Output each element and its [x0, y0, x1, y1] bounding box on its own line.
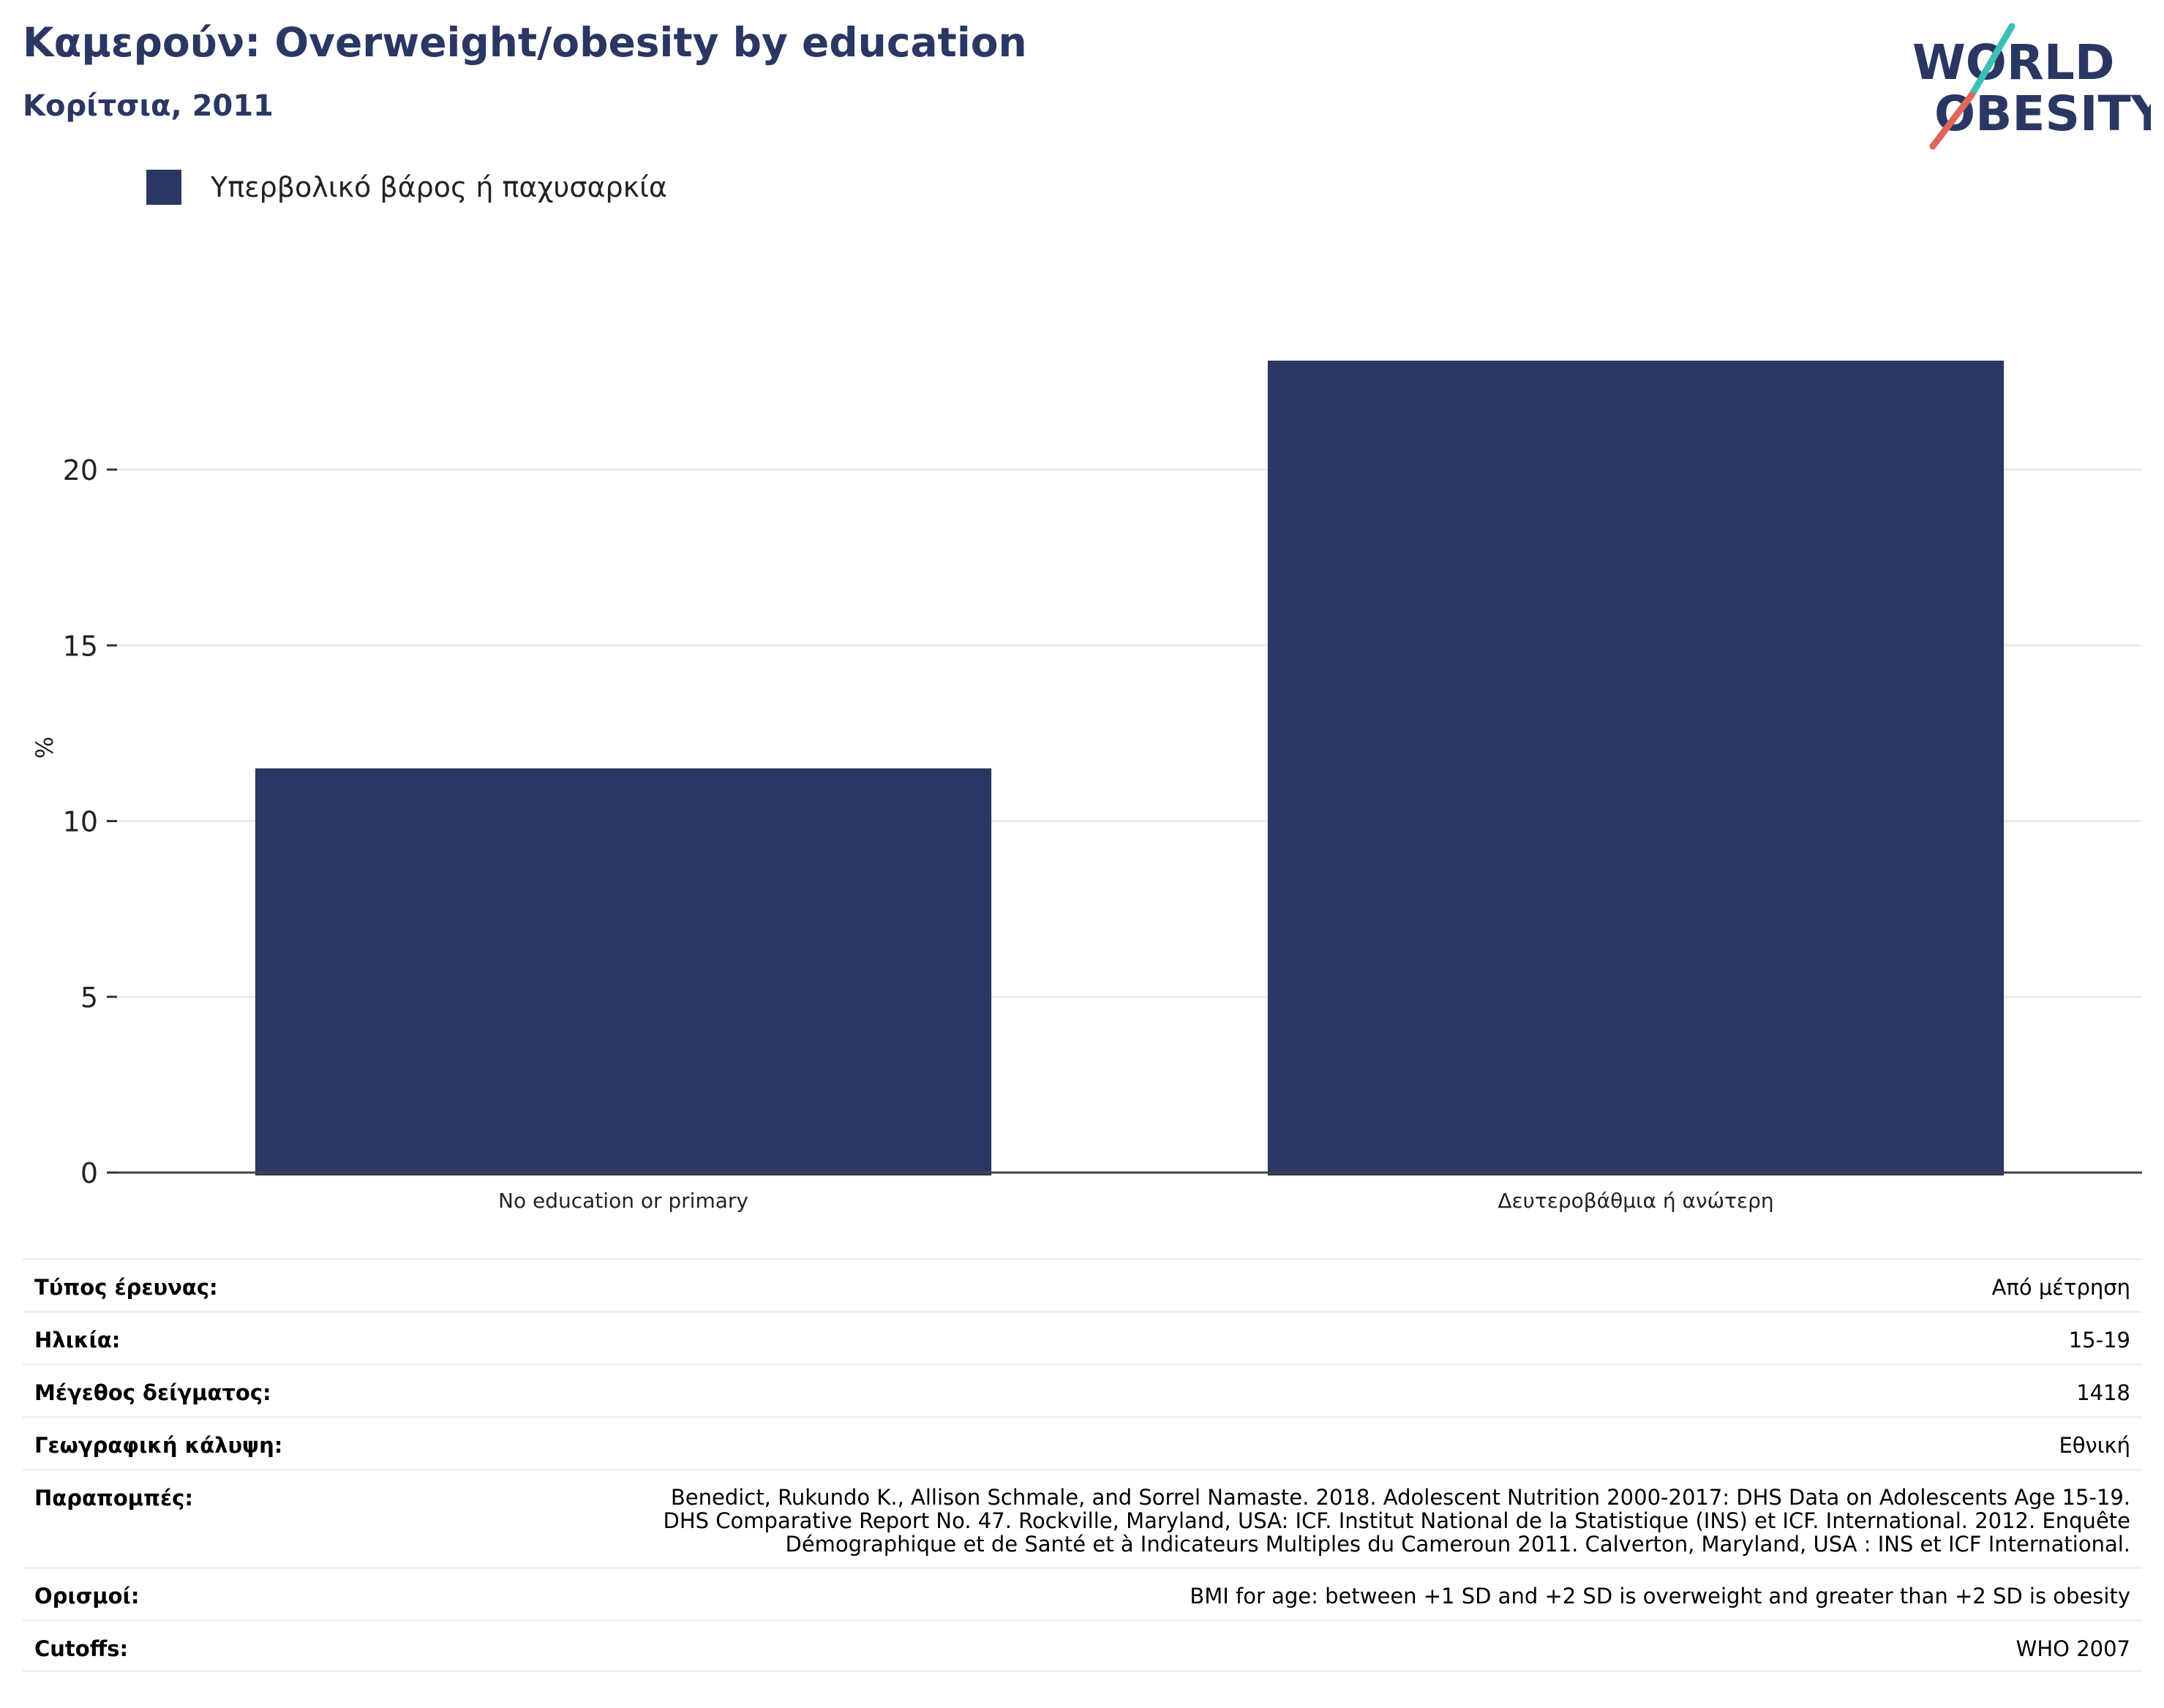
metadata-label: Παραπομπές:: [34, 1486, 193, 1511]
metadata-label: Τύπος έρευνας:: [34, 1275, 218, 1300]
metadata-value: Από μέτρηση: [1991, 1275, 2130, 1300]
y-axis-label: %: [31, 737, 59, 759]
metadata-value: WHO 2007: [2015, 1636, 2130, 1661]
bar-0[interactable]: [255, 768, 992, 1175]
y-axis-ticks: 0 5 10 15 20: [63, 454, 117, 1189]
y-tick-label: 10: [63, 806, 98, 838]
logo-slash-teal: [1968, 23, 2015, 99]
chart-subtitle: Κορίτσια, 2011: [23, 89, 274, 123]
x-axis-ticks: No education or primary Δευτεροβάθμια ή α…: [498, 1189, 1774, 1213]
metadata-label: Ορισμοί:: [34, 1584, 140, 1609]
metadata-value: BMI for age: between +1 SD and +2 SD is …: [1190, 1584, 2130, 1609]
metadata-value: Εθνική: [2059, 1433, 2130, 1458]
metadata-value: Benedict, Rukundo K., Allison Schmale, a…: [663, 1485, 2130, 1557]
world-obesity-logo: WORLD OBESITY: [1909, 20, 2164, 152]
legend-swatch: [146, 170, 181, 205]
metadata-label: Cutoffs:: [34, 1636, 129, 1661]
x-tick-label: No education or primary: [498, 1189, 748, 1213]
metadata-row: Γεωγραφική κάλυψη: Εθνική: [23, 1416, 2142, 1469]
logo-slash-red: [1929, 91, 1975, 150]
legend-label: Υπερβολικό βάρος ή παχυσαρκία: [211, 171, 667, 203]
metadata-row: Τύπος έρευνας: Από μέτρηση: [23, 1258, 2142, 1311]
bar-1[interactable]: [1267, 361, 2005, 1176]
legend: Υπερβολικό βάρος ή παχυσαρκία: [146, 170, 667, 205]
metadata-row: Ορισμοί: BMI for age: between +1 SD and +…: [23, 1567, 2142, 1619]
metadata-label: Γεωγραφική κάλυψη:: [34, 1433, 283, 1458]
metadata-row: Ηλικία: 15-19: [23, 1311, 2142, 1363]
chart-title: Καμερούν: Overweight/obesity by educatio…: [23, 19, 1027, 66]
metadata-table: Τύπος έρευνας: Από μέτρηση Ηλικία: 15-19 Μέγ…: [23, 1258, 2142, 1672]
metadata-row: Μέγεθος δείγματος: 1418: [23, 1363, 2142, 1416]
logo-line2: OBESITY: [1934, 86, 2151, 142]
metadata-value: 15-19: [2068, 1328, 2130, 1353]
y-tick-label: 5: [80, 982, 98, 1014]
bar-chart: 0 5 10 15 20 No education or primary Δευτεροβ…: [31, 361, 2142, 1213]
bars: [255, 361, 2005, 1176]
metadata-row: Παραπομπές: Benedict, Rukundo K., Allison…: [23, 1469, 2142, 1567]
x-tick-label: Δευτεροβάθμια ή ανώτερη: [1498, 1189, 1773, 1213]
y-tick-label: 0: [80, 1157, 98, 1189]
y-tick-label: 20: [63, 454, 98, 486]
metadata-row: Cutoffs: WHO 2007: [23, 1619, 2142, 1672]
y-tick-label: 15: [63, 630, 98, 662]
logo-line1: WORLD: [1912, 34, 2115, 91]
metadata-value: 1418: [2076, 1380, 2130, 1405]
metadata-label: Μέγεθος δείγματος:: [34, 1380, 271, 1405]
metadata-label: Ηλικία:: [34, 1328, 121, 1353]
